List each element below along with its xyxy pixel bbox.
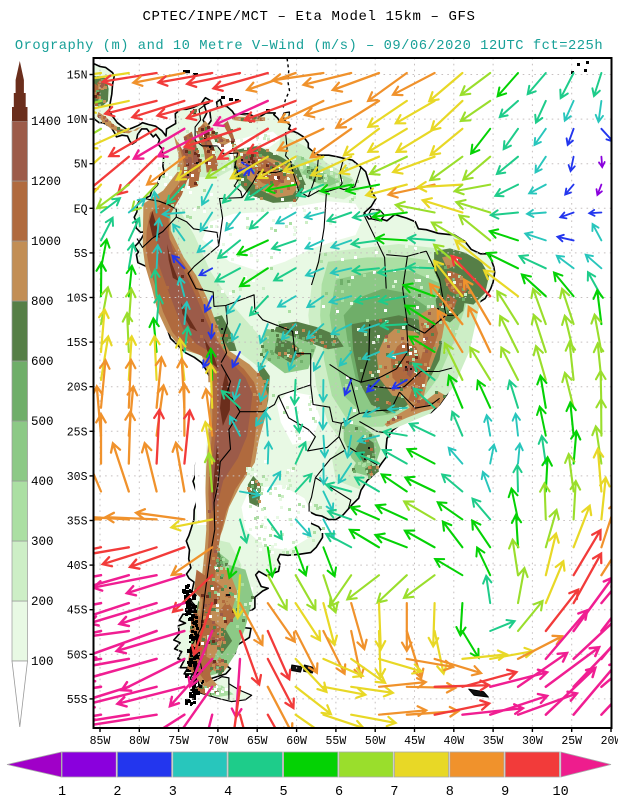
svg-text:15S: 15S xyxy=(67,337,88,350)
svg-text:35W: 35W xyxy=(483,735,504,748)
svg-text:1: 1 xyxy=(58,785,66,800)
svg-text:40W: 40W xyxy=(443,735,464,748)
svg-text:50W: 50W xyxy=(365,735,386,748)
svg-text:10N: 10N xyxy=(67,114,88,127)
svg-text:25W: 25W xyxy=(561,735,582,748)
svg-text:100: 100 xyxy=(31,655,54,669)
svg-text:CPTEC/INPE/MCT – Eta Model 15: CPTEC/INPE/MCT – Eta Model 15km – GFS xyxy=(142,9,475,25)
svg-text:9: 9 xyxy=(501,785,509,800)
svg-text:55S: 55S xyxy=(67,694,88,707)
svg-text:Orography (m) and 10 Metre V–W: Orography (m) and 10 Metre V–Wind (m/s) … xyxy=(15,38,603,54)
svg-text:5N: 5N xyxy=(74,159,88,172)
svg-text:35S: 35S xyxy=(67,516,88,529)
svg-text:1000: 1000 xyxy=(31,235,61,249)
svg-text:3: 3 xyxy=(169,785,177,800)
svg-text:10S: 10S xyxy=(67,293,88,306)
svg-text:600: 600 xyxy=(31,355,54,369)
svg-text:30S: 30S xyxy=(67,471,88,484)
svg-text:65W: 65W xyxy=(247,735,268,748)
svg-text:50S: 50S xyxy=(67,649,88,662)
svg-text:20W: 20W xyxy=(601,735,618,748)
svg-text:500: 500 xyxy=(31,415,54,429)
svg-text:5: 5 xyxy=(280,785,288,800)
svg-text:1400: 1400 xyxy=(31,115,61,129)
svg-text:7: 7 xyxy=(390,785,398,800)
svg-text:8: 8 xyxy=(446,785,454,800)
svg-text:20S: 20S xyxy=(67,382,88,395)
svg-text:1200: 1200 xyxy=(31,175,61,189)
svg-text:15N: 15N xyxy=(67,70,88,83)
svg-text:25S: 25S xyxy=(67,426,88,439)
svg-text:40S: 40S xyxy=(67,560,88,573)
svg-text:55W: 55W xyxy=(326,735,347,748)
svg-text:85W: 85W xyxy=(90,735,111,748)
svg-text:EQ: EQ xyxy=(74,203,88,216)
svg-text:80W: 80W xyxy=(129,735,150,748)
svg-text:300: 300 xyxy=(31,535,54,549)
svg-text:800: 800 xyxy=(31,295,54,309)
svg-text:6: 6 xyxy=(335,785,343,800)
svg-text:200: 200 xyxy=(31,595,54,609)
svg-text:45S: 45S xyxy=(67,605,88,618)
svg-text:75W: 75W xyxy=(168,735,189,748)
svg-text:10: 10 xyxy=(552,785,568,800)
svg-text:30W: 30W xyxy=(522,735,543,748)
svg-text:2: 2 xyxy=(113,785,121,800)
svg-text:5S: 5S xyxy=(74,248,88,261)
svg-text:4: 4 xyxy=(224,785,232,800)
svg-text:60W: 60W xyxy=(286,735,307,748)
svg-text:400: 400 xyxy=(31,475,54,489)
svg-text:70W: 70W xyxy=(208,735,229,748)
svg-text:45W: 45W xyxy=(404,735,425,748)
